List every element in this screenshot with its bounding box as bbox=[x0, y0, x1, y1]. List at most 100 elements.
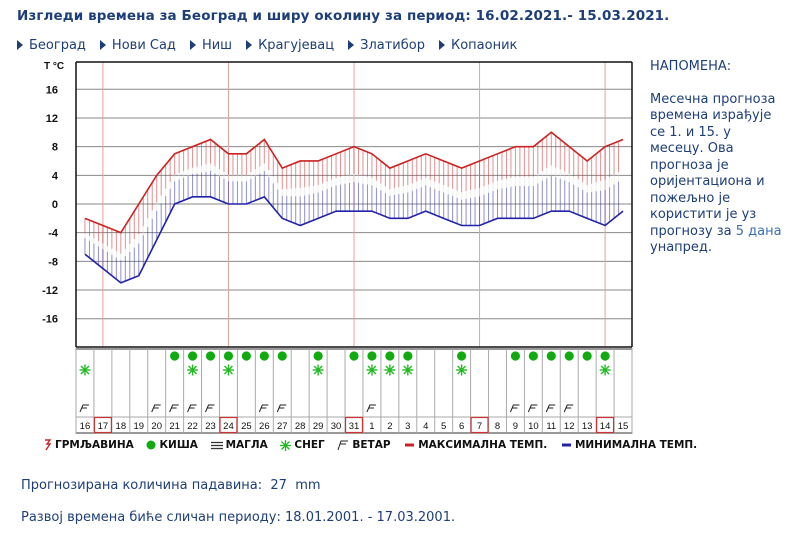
highlighted-day-box bbox=[344, 416, 364, 434]
wind-icon bbox=[563, 404, 574, 413]
highlighted-day-box bbox=[219, 416, 238, 434]
day-label: 12 bbox=[564, 421, 575, 432]
wind-icon bbox=[527, 404, 538, 413]
highlighted-day-box bbox=[470, 416, 489, 434]
city-nav: Београд Нови Сад Ниш Крагујевац Златибор Копа… bbox=[17, 38, 531, 53]
rain-icon bbox=[349, 351, 359, 361]
legend-rain: КИША bbox=[146, 439, 198, 451]
city-link-2[interactable]: Ниш bbox=[189, 38, 232, 53]
rain-icon bbox=[241, 351, 251, 361]
y-tick-label: 12 bbox=[46, 113, 58, 125]
day-label: 10 bbox=[528, 421, 539, 432]
snow-icon bbox=[599, 364, 611, 376]
wind-icon bbox=[205, 404, 215, 413]
day-label: 9 bbox=[513, 421, 518, 432]
page-title: Изгледи времена за Београд и ширу околин… bbox=[17, 8, 670, 24]
wind-icon bbox=[366, 404, 376, 413]
y-tick-label: 8 bbox=[52, 142, 58, 154]
day-label: 8 bbox=[495, 421, 500, 432]
snow-icon bbox=[79, 364, 91, 376]
rain-icon bbox=[146, 440, 156, 450]
city-link-1[interactable]: Нови Сад bbox=[99, 38, 176, 53]
day-label: 25 bbox=[241, 421, 252, 432]
temperature-chart: T °C 16 12 8 4 0 -4 -8 -12 -16 16 17 18 19 20 21 22 23 24 2… bbox=[0, 55, 640, 455]
rain-icon bbox=[385, 351, 395, 361]
day-label: 11 bbox=[546, 421, 556, 432]
legend-max-temp: МАКСИМАЛНА ТЕМП. bbox=[403, 439, 547, 451]
legend-wind: ВЕТАР bbox=[337, 439, 391, 451]
max-temp-line bbox=[84, 131, 624, 234]
wind-icon bbox=[169, 404, 179, 413]
day-label: 23 bbox=[205, 421, 216, 432]
wind-icon bbox=[151, 404, 161, 413]
day-label: 1 bbox=[369, 421, 374, 432]
arrow-right-icon bbox=[17, 40, 23, 50]
rain-icon bbox=[403, 351, 413, 361]
snow-icon bbox=[312, 364, 324, 376]
rain-icon bbox=[564, 351, 574, 361]
snow-icon bbox=[187, 364, 199, 376]
precipitation-value: 27 bbox=[270, 478, 287, 493]
rain-icon bbox=[546, 351, 556, 361]
arrow-right-icon bbox=[246, 40, 253, 50]
day-label: 3 bbox=[405, 421, 410, 432]
precipitation-info: Прогнозирана количина падавина: 27 mm bbox=[21, 478, 321, 493]
y-tick-label: 16 bbox=[46, 84, 58, 96]
arrow-right-icon bbox=[189, 40, 196, 50]
rain-icon bbox=[170, 351, 180, 361]
y-axis-label: T °C bbox=[44, 61, 64, 72]
snow-icon bbox=[222, 364, 234, 376]
wind-icon bbox=[337, 440, 349, 450]
similar-period-value: 18.01.2001. - 17.03.2001. bbox=[285, 510, 456, 525]
city-link-5[interactable]: Копаоник bbox=[438, 38, 517, 53]
snow-icon bbox=[456, 364, 468, 376]
note-heading: НАПОМЕНА: bbox=[650, 59, 732, 74]
wind-icon bbox=[509, 404, 520, 413]
city-link-0[interactable]: Београд bbox=[17, 38, 86, 53]
arrow-right-icon bbox=[99, 40, 106, 50]
y-tick-label: -4 bbox=[48, 228, 59, 240]
wind-icon bbox=[276, 404, 287, 413]
day-label: 19 bbox=[133, 421, 144, 432]
snow-icon bbox=[402, 364, 414, 376]
day-label: 26 bbox=[259, 421, 270, 432]
day-label: 17 bbox=[98, 421, 109, 432]
thunder-icon bbox=[45, 439, 52, 451]
chart-legend: ГРМЉАВИНА КИША МАГЛА СНЕГ ВЕТАР МАКСИМАЛ… bbox=[44, 439, 706, 451]
legend-min-temp: МИНИМАЛНА ТЕМП. bbox=[560, 439, 697, 451]
max-line-icon bbox=[405, 443, 415, 447]
wind-icon bbox=[79, 404, 89, 413]
snow-icon bbox=[384, 364, 396, 376]
day-label: 18 bbox=[116, 421, 127, 432]
day-label: 28 bbox=[295, 421, 306, 432]
rain-icon bbox=[223, 351, 234, 361]
min-temp-line bbox=[84, 195, 624, 284]
day-label: 2 bbox=[387, 421, 392, 432]
y-tick-label: -8 bbox=[48, 256, 58, 268]
day-label: 5 bbox=[441, 421, 446, 432]
five-day-forecast-link[interactable]: 5 дана bbox=[735, 223, 782, 239]
y-tick-label: -12 bbox=[42, 285, 58, 297]
y-tick-label: -16 bbox=[42, 314, 58, 326]
rain-icon bbox=[582, 351, 592, 361]
city-link-4[interactable]: Златибор bbox=[348, 38, 425, 53]
wind-icon bbox=[545, 404, 556, 413]
rain-icon bbox=[510, 351, 521, 361]
day-label: 6 bbox=[459, 421, 464, 432]
day-label: 30 bbox=[331, 421, 342, 432]
day-label: 21 bbox=[169, 421, 180, 432]
day-label: 13 bbox=[582, 421, 593, 432]
min-line-icon bbox=[561, 443, 571, 447]
legend-snow: СНЕГ bbox=[280, 439, 325, 451]
snow-icon bbox=[366, 364, 378, 376]
rain-icon bbox=[205, 351, 216, 361]
arrow-right-icon bbox=[348, 40, 355, 50]
legend-fog: МАГЛА bbox=[210, 439, 268, 451]
wind-icon bbox=[258, 404, 269, 413]
city-link-3[interactable]: Крагујевац bbox=[246, 38, 334, 53]
rain-icon bbox=[259, 351, 269, 361]
rain-icon bbox=[457, 351, 467, 361]
day-label: 27 bbox=[277, 421, 288, 432]
arrow-right-icon bbox=[438, 40, 445, 50]
day-label: 20 bbox=[151, 421, 162, 432]
